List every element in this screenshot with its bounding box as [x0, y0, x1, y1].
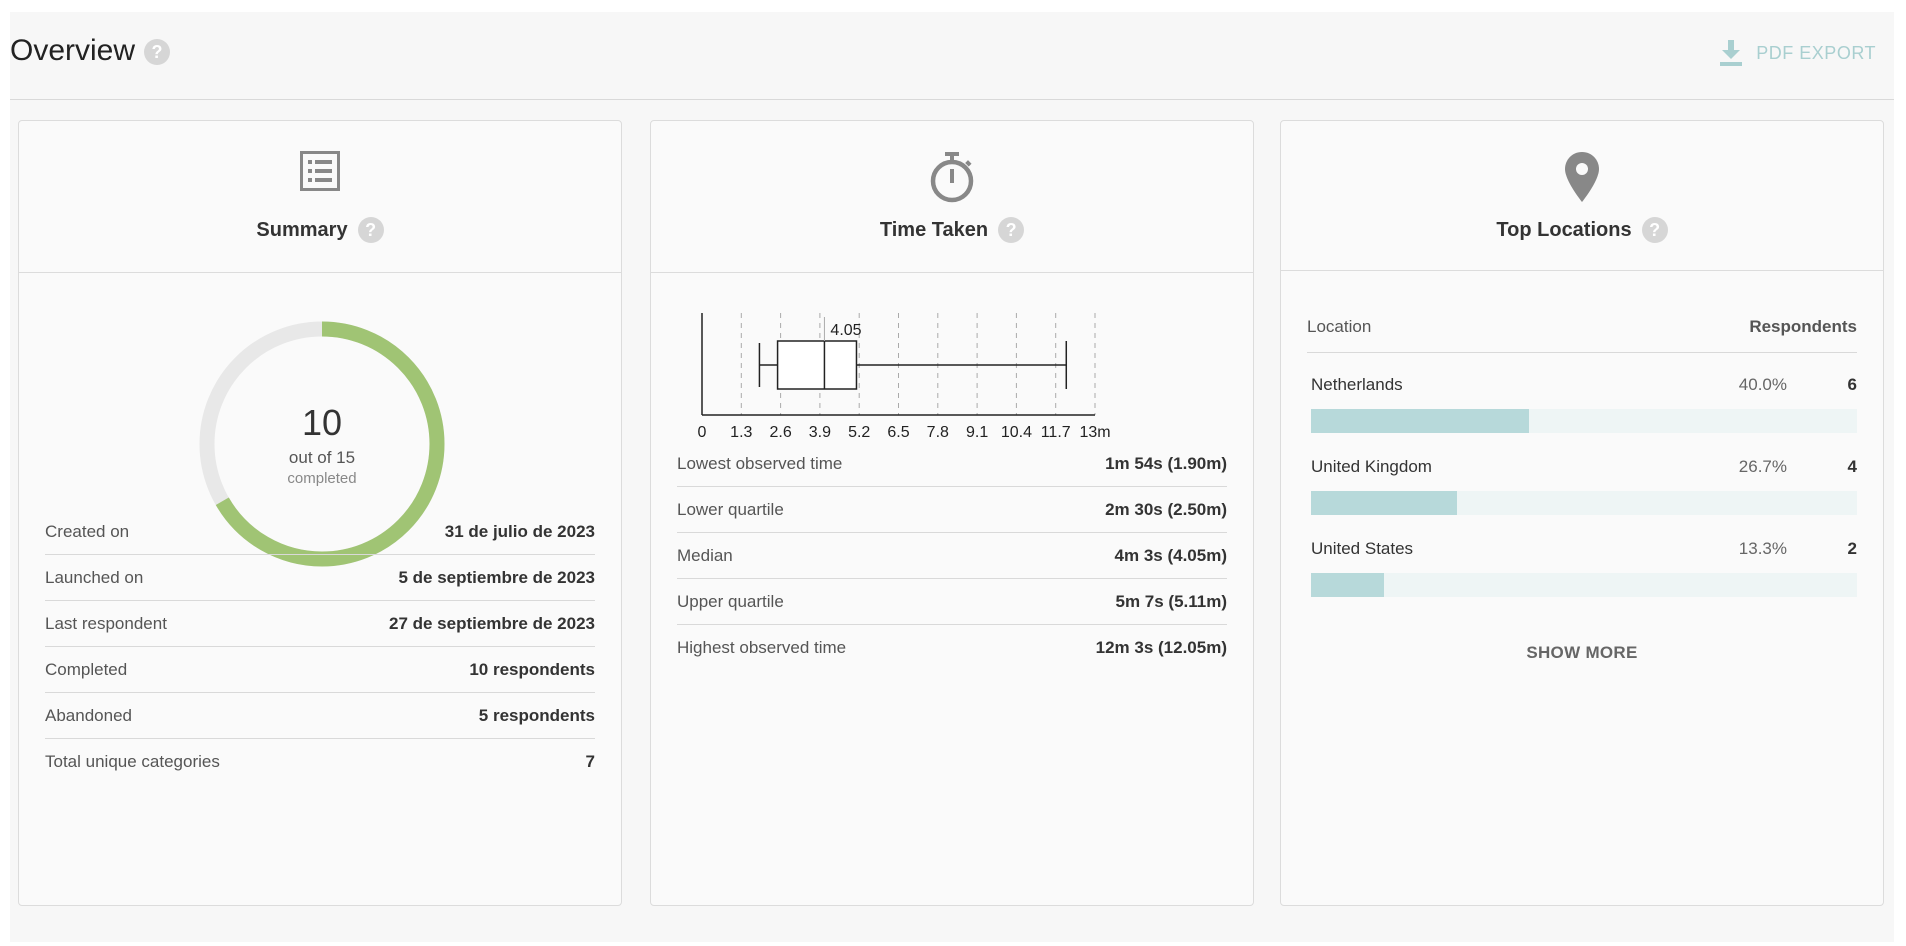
donut-progress — [199, 321, 445, 567]
completed-caption: completed — [287, 469, 357, 487]
row-label: Upper quartile — [677, 591, 784, 611]
location-bar — [1311, 409, 1857, 433]
location-count: 4 — [1847, 457, 1857, 476]
summary-row: Total unique categories 7 — [45, 739, 595, 785]
top-locations-card-header: Top Locations ? — [1281, 121, 1883, 271]
summary-card-header: Summary ? — [19, 121, 621, 273]
time-row: Median 4m 3s (4.05m) — [677, 533, 1227, 579]
x-tick-label: 9.1 — [966, 424, 988, 441]
x-tick-label: 2.6 — [769, 424, 791, 441]
location-name: United Kingdom — [1311, 457, 1432, 476]
x-tick-label: 3.9 — [809, 424, 831, 441]
row-value: 4m 3s (4.05m) — [1114, 545, 1227, 565]
location-name: Netherlands — [1311, 375, 1403, 394]
pdf-export-label: PDF EXPORT — [1756, 42, 1876, 63]
stopwatch-icon — [930, 152, 974, 203]
time-row: Highest observed time 12m 3s (12.05m) — [677, 625, 1227, 671]
location-bar-fill — [1311, 573, 1384, 597]
completion-donut: 10 out of 15 completed — [197, 319, 447, 569]
location-column-header: Location — [1307, 317, 1372, 336]
location-count: 6 — [1847, 375, 1857, 394]
location-bar — [1311, 573, 1857, 597]
summary-title: Summary — [256, 218, 348, 241]
time-row: Lowest observed time 1m 54s (1.90m) — [677, 441, 1227, 487]
time-boxplot: 0 1.3 2.6 3.9 5.2 6.5 7.8 9.1 10.4 11.7 13m 4.05 — [698, 313, 1111, 441]
row-label: Lowest observed time — [677, 453, 843, 473]
list-icon — [300, 151, 340, 191]
locations-table-header: Location Respondents — [1307, 317, 1857, 353]
page-title: Overview — [10, 34, 136, 67]
location-row: United Kingdom 26.7% 4 — [1311, 455, 1857, 515]
row-label: Created on — [45, 521, 130, 541]
summary-row: Created on 31 de julio de 2023 — [45, 509, 595, 555]
download-icon — [1720, 40, 1743, 66]
x-tick-label: 5.2 — [848, 424, 870, 441]
row-value: 2m 30s (2.50m) — [1105, 499, 1227, 519]
x-tick-label: 0 — [698, 424, 707, 441]
respondents-column-header: Respondents — [1749, 317, 1857, 336]
help-icon[interactable]: ? — [1641, 217, 1668, 243]
location-count: 2 — [1847, 539, 1857, 558]
row-value: 5m 7s (5.11m) — [1115, 591, 1227, 611]
x-tick-label: 7.8 — [927, 424, 949, 441]
time-table: Lowest observed time 1m 54s (1.90m) Lower… — [677, 441, 1227, 671]
row-label: Highest observed time — [677, 638, 847, 657]
row-value: 10 respondents — [469, 659, 595, 679]
row-label: Launched on — [45, 567, 144, 587]
summary-row: Abandoned 5 respondents — [45, 693, 595, 739]
time-taken-card-header: Time Taken ? — [651, 121, 1253, 273]
x-tick-label: 6.5 — [887, 424, 909, 441]
top-locations-title: Top Locations — [1496, 218, 1632, 241]
x-tick-label: 11.7 — [1041, 424, 1071, 441]
row-value: 12m 3s (12.05m) — [1095, 638, 1227, 657]
location-pin-icon — [1565, 152, 1599, 202]
row-value: 5 respondents — [478, 705, 595, 725]
pdf-export-button[interactable]: PDF EXPORT — [1720, 40, 1876, 66]
help-icon[interactable]: ? — [144, 39, 170, 65]
location-percent: 13.3% — [1738, 539, 1787, 558]
row-label: Last respondent — [45, 613, 167, 633]
location-bar-fill — [1311, 409, 1530, 433]
time-taken-title: Time Taken — [879, 218, 989, 241]
iqr-box — [776, 340, 858, 390]
summary-row: Launched on 5 de septiembre de 2023 — [45, 555, 595, 601]
location-row: Netherlands 40.0% 6 — [1311, 373, 1857, 433]
location-name: United States — [1311, 539, 1414, 558]
row-value: 31 de julio de 2023 — [444, 521, 595, 541]
median-label: 4.05 — [830, 322, 861, 339]
location-percent: 40.0% — [1738, 375, 1787, 394]
row-label: Abandoned — [45, 705, 132, 725]
row-value: 27 de septiembre de 2023 — [388, 613, 595, 633]
help-icon[interactable]: ? — [357, 217, 384, 243]
location-bar — [1311, 491, 1857, 515]
location-percent: 26.7% — [1738, 457, 1787, 476]
summary-card: Summary ? 10 out of 15 completed Created… — [18, 120, 622, 906]
location-bar-fill — [1311, 491, 1457, 515]
row-label: Completed — [45, 659, 128, 679]
row-label: Median — [677, 545, 733, 565]
overview-header: Overview ? PDF EXPORT — [10, 12, 1894, 100]
out-of-total: out of 15 — [288, 447, 356, 467]
row-label: Total unique categories — [45, 752, 220, 771]
row-label: Lower quartile — [677, 499, 784, 519]
row-value: 5 de septiembre de 2023 — [398, 567, 595, 587]
location-row: United States 13.3% 2 — [1311, 537, 1857, 597]
help-icon[interactable]: ? — [998, 217, 1025, 243]
time-row: Lower quartile 2m 30s (2.50m) — [677, 487, 1227, 533]
x-tick-label: 10.4 — [1001, 424, 1032, 441]
x-tick-label: 1.3 — [730, 424, 752, 441]
completed-count: 10 — [301, 401, 343, 443]
top-locations-card: Top Locations ? Location Respondents Net… — [1280, 120, 1884, 906]
x-tick-label: 13m — [1079, 424, 1110, 441]
donut-chart — [199, 321, 445, 567]
time-taken-card: Time Taken ? 0 1.3 2.6 3.9 5.2 6.5 7.8 9.1 10.4 1… — [650, 120, 1254, 906]
summary-table: Created on 31 de julio de 2023 Launched o… — [45, 509, 595, 785]
row-value: 1m 54s (1.90m) — [1105, 453, 1227, 473]
summary-row: Completed 10 respondents — [45, 647, 595, 693]
time-row: Upper quartile 5m 7s (5.11m) — [677, 579, 1227, 625]
row-value: 7 — [585, 752, 595, 771]
overview-page: Overview ? PDF EXPORT Summary ? — [10, 12, 1894, 942]
show-more-button[interactable]: SHOW MORE — [1526, 643, 1638, 662]
summary-row: Last respondent 27 de septiembre de 2023 — [45, 601, 595, 647]
